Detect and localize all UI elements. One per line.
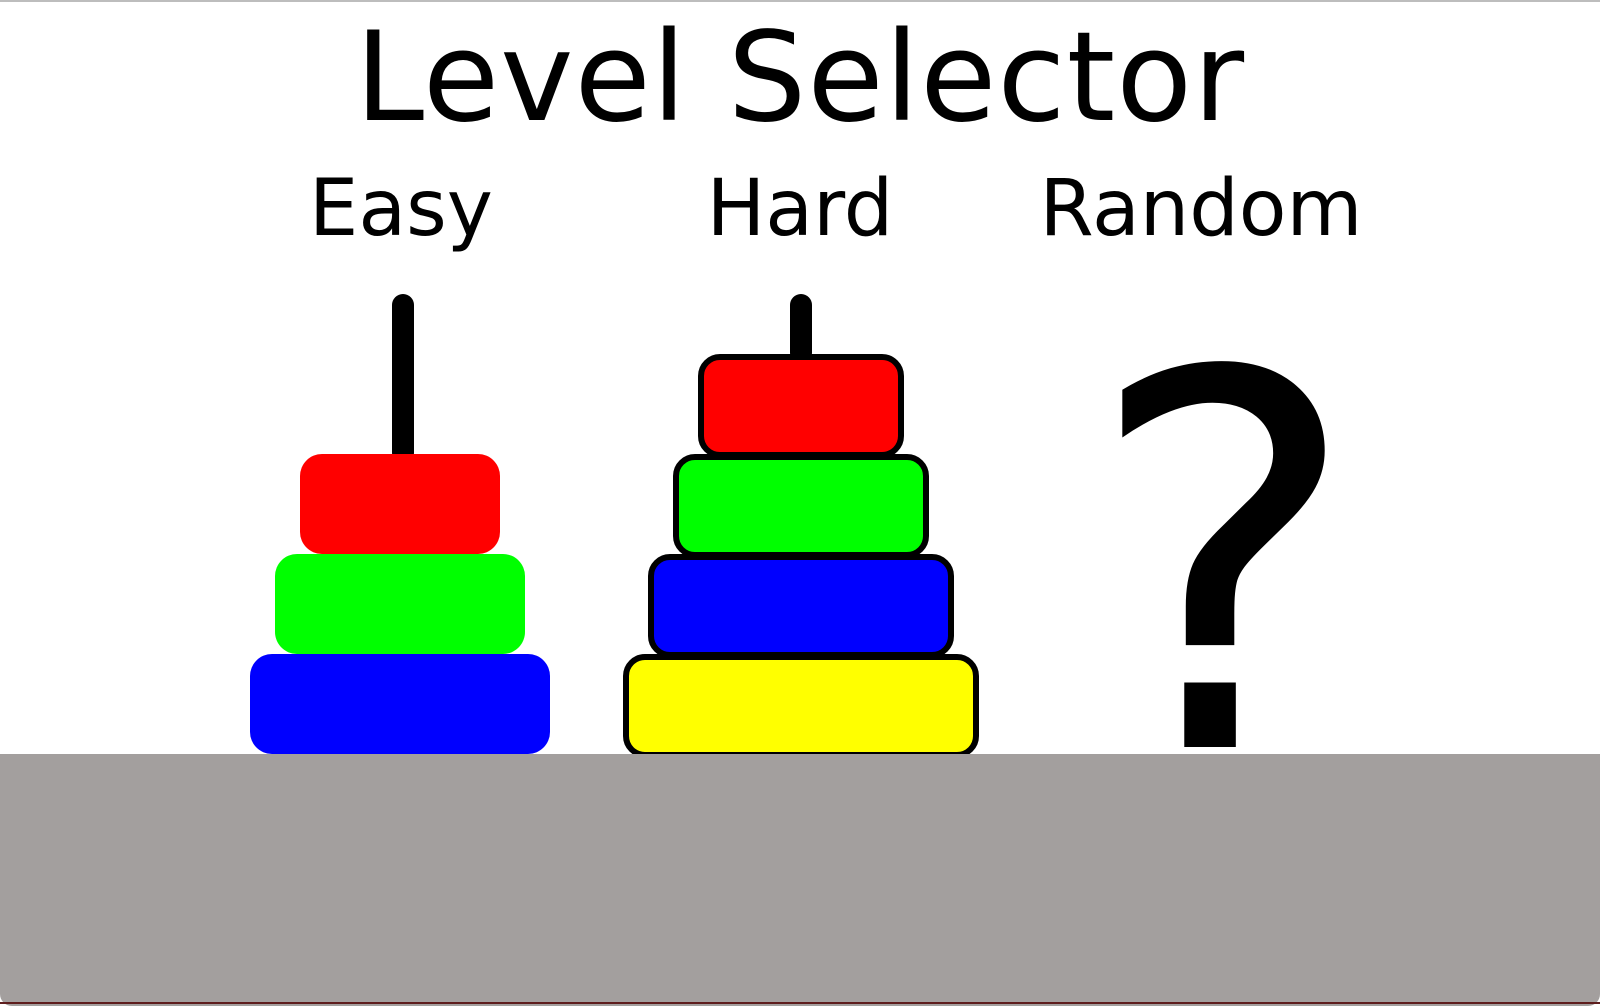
page-title: Level Selector (354, 6, 1246, 150)
bottom-edge (0, 1002, 1600, 1004)
hard-disk-green[interactable] (673, 454, 929, 558)
easy-peg (392, 294, 414, 464)
random-question-mark[interactable]: ? (1085, 264, 1361, 870)
ground-platform (0, 754, 1600, 1006)
level-easy-button[interactable] (0, 2, 1, 3)
hard-disk-red[interactable] (698, 354, 904, 458)
level-label-easy[interactable]: Easy (309, 164, 493, 254)
level-label-hard[interactable]: Hard (706, 164, 894, 254)
hard-disk-yellow[interactable] (623, 654, 979, 758)
easy-disk-blue[interactable] (250, 654, 550, 754)
hard-peg (790, 294, 812, 364)
hard-disk-blue[interactable] (648, 554, 954, 658)
easy-disk-red[interactable] (300, 454, 500, 554)
easy-disk-green[interactable] (275, 554, 525, 654)
level-label-random[interactable]: Random (1039, 164, 1363, 254)
